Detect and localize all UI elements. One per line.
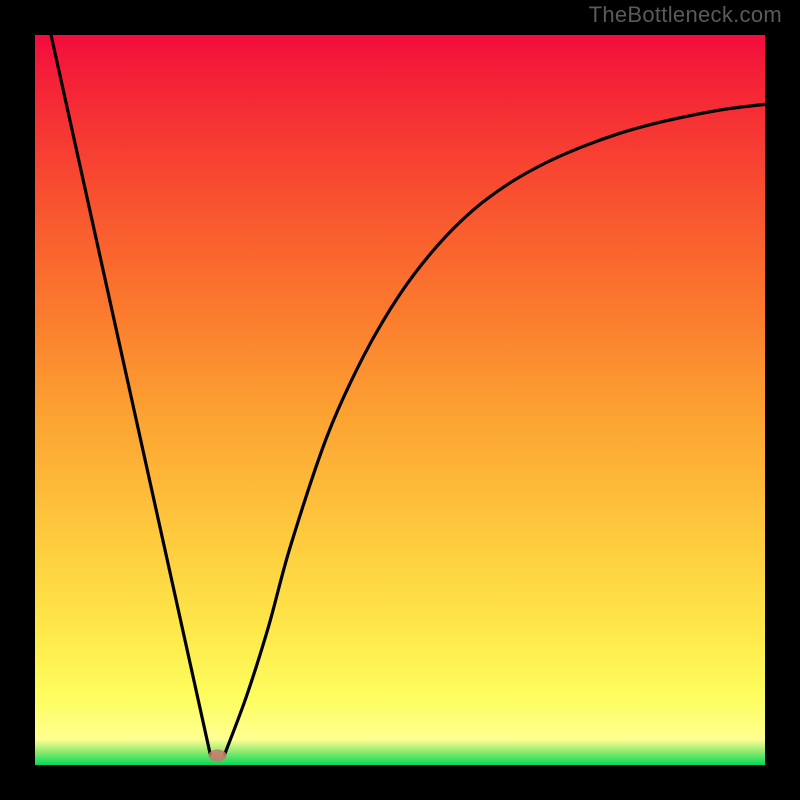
curve-right-branch: [225, 104, 765, 754]
curve-left-branch: [51, 35, 210, 754]
chart-plot-area: [35, 35, 765, 765]
vertex-marker: [209, 750, 227, 762]
watermark-text: TheBottleneck.com: [589, 2, 782, 28]
chart-svg: [35, 35, 765, 765]
